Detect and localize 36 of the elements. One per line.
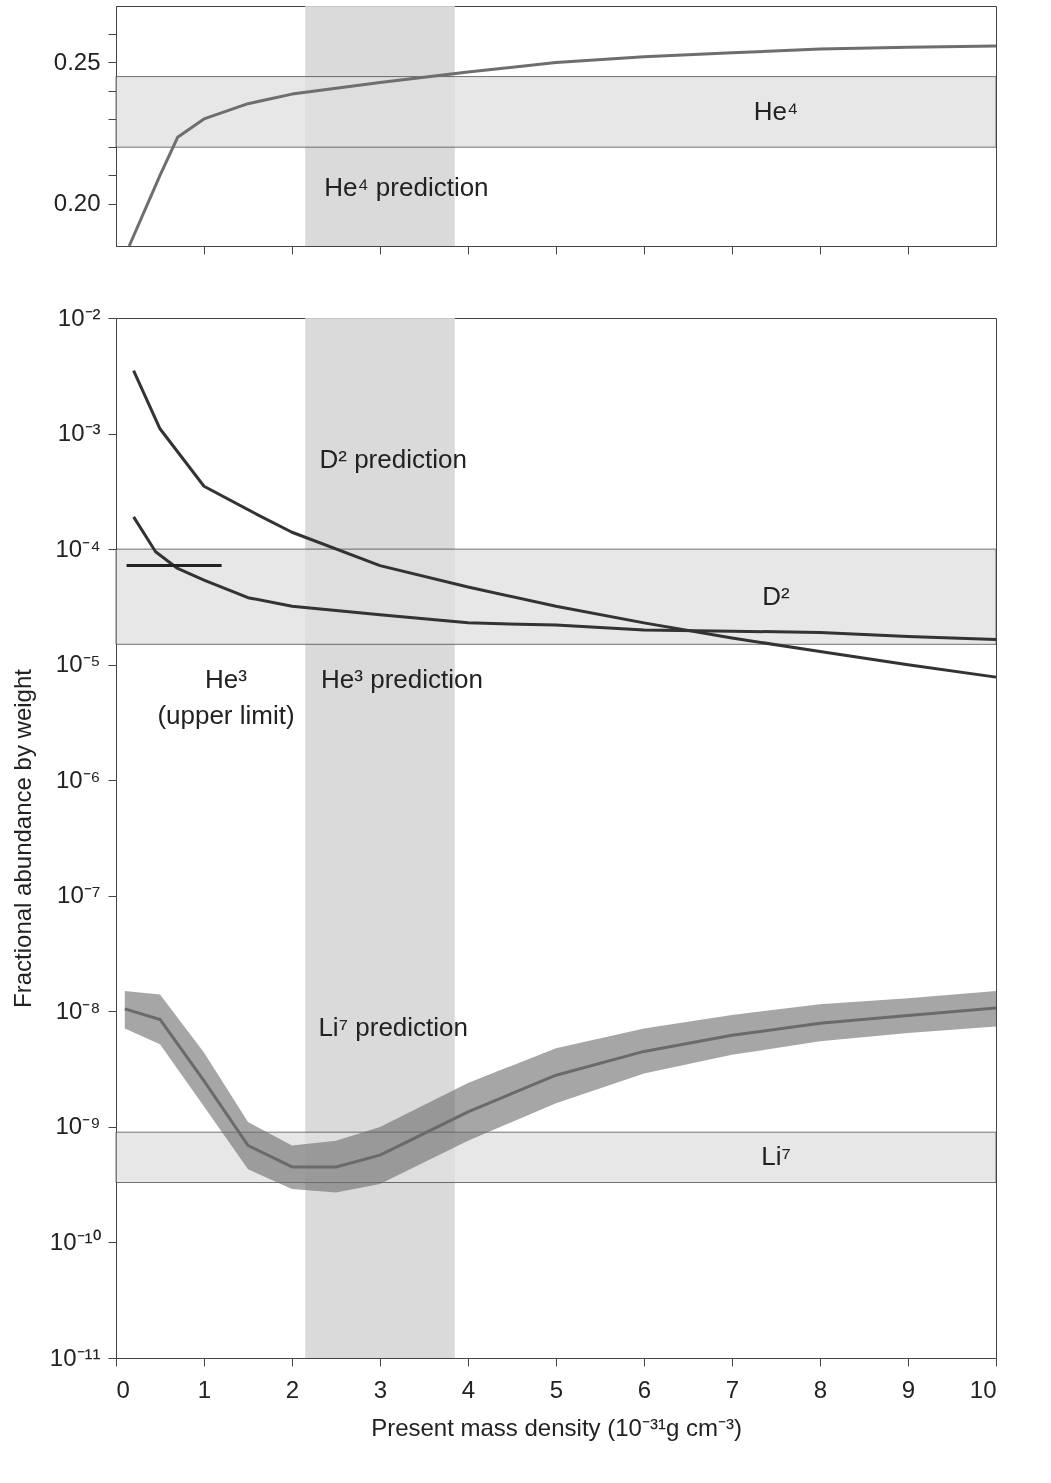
x-tick-label: 10 [969,1375,997,1403]
y-tick-label: 10⁻⁴ [55,534,101,562]
line-series [123,1006,998,1169]
x-tick-label: 1 [197,1375,212,1403]
annotation: He³ prediction [321,663,483,694]
y-tick-label: 0.25 [53,47,101,75]
x-tick-label: 5 [549,1375,564,1403]
x-tick-label: 3 [373,1375,388,1403]
band-label: Li⁷ [761,1141,791,1172]
x-tick-label: 7 [725,1375,740,1403]
y-tick-label: 10⁻³ [57,419,101,447]
band-label: He⁴ [753,95,799,126]
x-tick-label: 8 [813,1375,828,1403]
line-series [127,44,998,248]
y-tick-label: 10⁻¹¹ [49,1343,101,1371]
annotation: D² prediction [319,444,467,475]
y-tick-label: 10⁻² [57,303,101,331]
y-tick-label: 0.20 [53,189,101,217]
y-tick-label: 10⁻⁶ [55,765,101,793]
y-tick-label: 10⁻⁸ [55,996,101,1024]
y-tick-label: 10⁻⁵ [55,650,101,678]
x-tick-label: 2 [285,1375,300,1403]
band-label: D² [762,580,791,611]
annotation: He³ [205,663,248,694]
annotation: (upper limit) [157,700,295,731]
y-tick-label: 10⁻⁷ [57,881,101,909]
x-tick-label: 0 [116,1375,130,1403]
x-tick-label: 9 [901,1375,916,1403]
annotation: Li⁷ prediction [318,1012,468,1043]
x-axis-title: Present mass density (10⁻³¹g cm⁻³) [371,1413,742,1441]
x-tick-label: 4 [461,1375,476,1403]
y-tick-label: 10⁻¹⁰ [49,1227,101,1255]
annotation: He⁴ prediction [324,172,489,203]
x-tick-label: 6 [637,1375,652,1403]
y-tick-label: 10⁻⁹ [55,1112,101,1140]
y-axis-title: Fractional abundance by weight [8,668,36,1008]
